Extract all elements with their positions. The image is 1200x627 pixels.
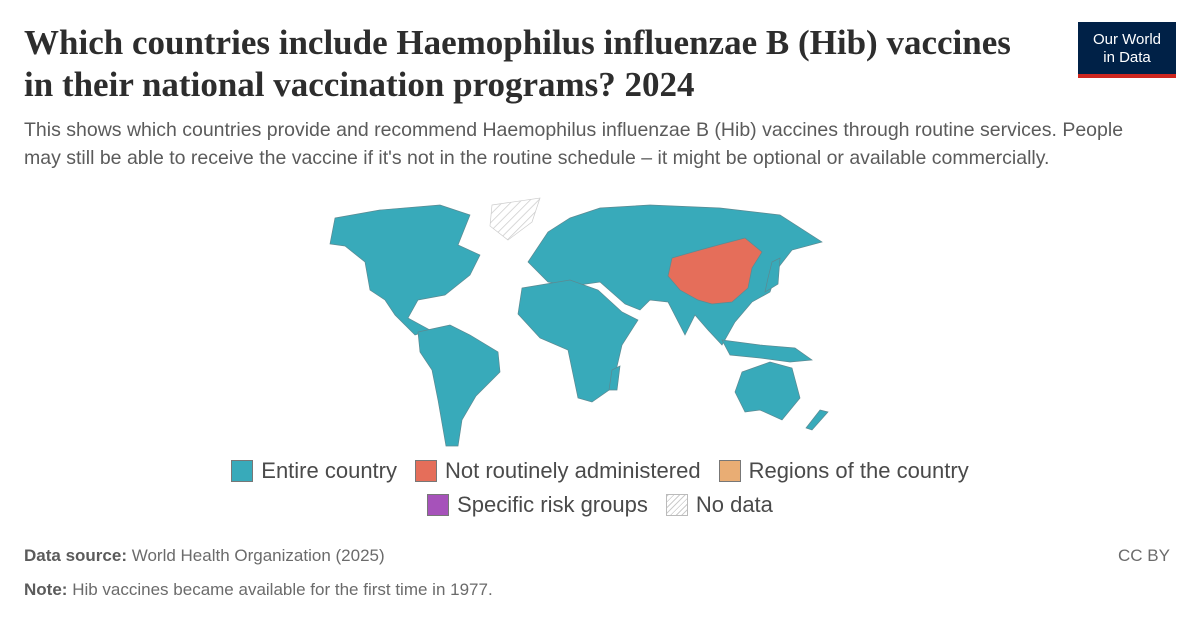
legend-label: No data xyxy=(695,492,773,517)
legend-item[interactable]: No data xyxy=(665,490,773,520)
legend: Entire country Not routinely administered… xyxy=(160,456,1040,520)
logo-line: in Data xyxy=(1103,49,1151,66)
legend-label: Entire country xyxy=(261,458,397,483)
license[interactable]: CC BY xyxy=(1118,546,1170,565)
japan[interactable] xyxy=(764,257,781,293)
china[interactable] xyxy=(667,237,763,305)
logo[interactable]: Our World in Data xyxy=(1078,22,1176,78)
south-america[interactable] xyxy=(417,324,501,447)
note: Note: Hib vaccines became available for … xyxy=(24,580,493,600)
greenland[interactable] xyxy=(489,197,541,241)
legend-swatch xyxy=(665,494,688,516)
source-label: Data source: xyxy=(24,546,127,565)
legend-item[interactable]: Regions of the country xyxy=(718,456,969,486)
note-text: Hib vaccines became available for the fi… xyxy=(72,580,493,599)
new-zealand[interactable] xyxy=(805,409,829,431)
madagascar[interactable] xyxy=(608,365,621,391)
title: Which countries include Haemophilus infl… xyxy=(24,23,1011,104)
legend-swatch xyxy=(718,460,741,482)
logo-line: Our World xyxy=(1092,31,1162,48)
legend-item[interactable]: Entire country xyxy=(231,456,397,486)
note-label: Note: xyxy=(24,580,68,599)
legend-label: Not routinely administered xyxy=(445,458,701,483)
legend-label: Regions of the country xyxy=(748,458,969,483)
legend-item[interactable]: Not routinely administered xyxy=(415,456,701,486)
legend-swatch xyxy=(427,494,450,516)
legend-swatch xyxy=(231,460,254,482)
source-text: World Health Organization (2025) xyxy=(131,546,385,565)
source: Data source: World Health Organization (… xyxy=(24,546,385,566)
subtitle: This shows which countries provide and r… xyxy=(24,119,1124,169)
legend-item[interactable]: Specific risk groups xyxy=(427,490,648,520)
southeast-asia[interactable] xyxy=(721,339,813,363)
legend-label: Specific risk groups xyxy=(457,492,648,517)
australia[interactable] xyxy=(734,361,801,421)
north-america[interactable] xyxy=(329,204,481,336)
world-map xyxy=(329,197,829,447)
legend-swatch xyxy=(415,460,437,482)
